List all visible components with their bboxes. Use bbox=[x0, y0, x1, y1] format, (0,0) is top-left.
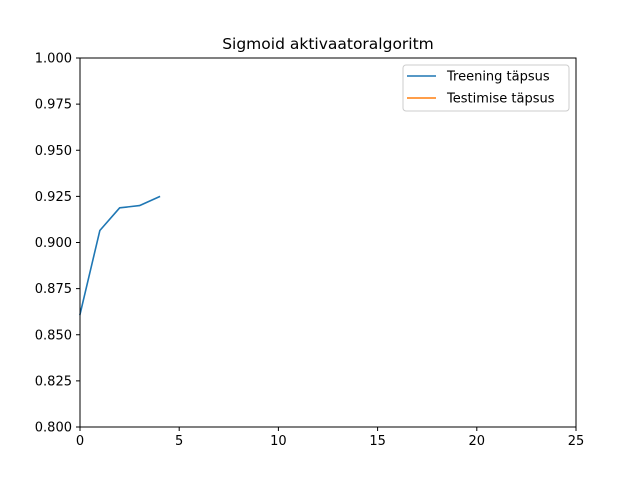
y-tick-label: 0.900 bbox=[35, 236, 72, 251]
legend: Treening täpsus Testimise täpsus bbox=[402, 64, 570, 112]
legend-box bbox=[402, 64, 570, 112]
x-tick-label: 5 bbox=[175, 434, 183, 449]
y-tick-label: 1.000 bbox=[35, 52, 72, 67]
y-tick-label: 0.825 bbox=[35, 374, 72, 389]
x-tick-label: 20 bbox=[469, 434, 486, 449]
x-tick-label: 15 bbox=[369, 434, 386, 449]
y-tick-label: 0.925 bbox=[35, 190, 72, 205]
y-tick-label: 0.875 bbox=[35, 282, 72, 297]
legend-label-1: Testimise täpsus bbox=[446, 92, 555, 107]
x-tick-label: 10 bbox=[270, 434, 287, 449]
y-tick-label: 0.800 bbox=[35, 421, 72, 436]
y-tick-label: 0.975 bbox=[35, 98, 72, 113]
y-tick-label: 0.850 bbox=[35, 328, 72, 343]
chart-title: Sigmoid aktivaatoralgoritm bbox=[222, 35, 434, 53]
legend-label-0: Treening täpsus bbox=[446, 70, 550, 85]
x-tick-label: 25 bbox=[568, 434, 585, 449]
axes: 0 5 10 15 20 25 0.800 0.825 0.850 0.875 0.900 0.925… bbox=[35, 52, 584, 450]
y-tick-label: 0.950 bbox=[35, 144, 72, 159]
x-tick-label: 0 bbox=[76, 434, 84, 449]
